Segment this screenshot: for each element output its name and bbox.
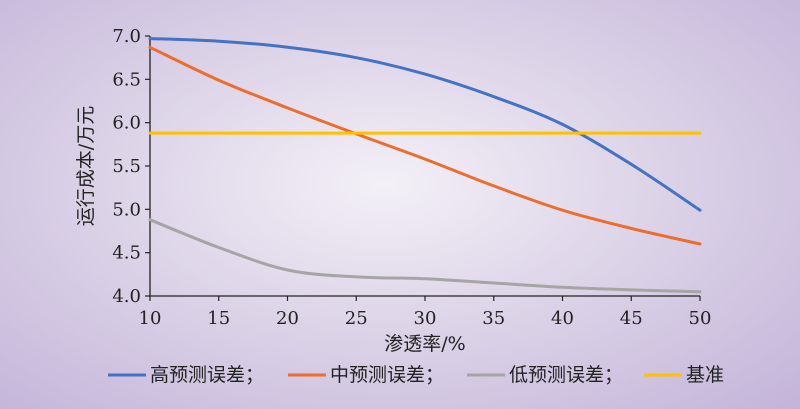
y-tick-group: 4.0 4.5 5.0 5.5 6.0 6.5 7.0 [112,26,150,307]
series-lines [148,37,702,294]
y-tick-label: 5.0 [112,199,141,220]
x-tick-label: 25 [345,308,368,329]
x-tick-group: 10 15 20 25 30 35 40 45 50 [139,296,712,329]
series-medium-error-line [148,45,702,246]
x-tick-label: 50 [689,308,712,329]
legend: 高预测误差； 中预测误差； 低预测误差； 基准 [108,364,724,386]
x-tick-label: 10 [139,308,162,329]
x-tick-label: 40 [551,308,574,329]
series-high-error-line [148,37,702,212]
y-tick-label: 6.0 [112,113,141,134]
y-tick-label: 5.5 [112,156,141,177]
y-tick-label: 4.5 [112,243,141,264]
y-tick-label: 6.5 [112,69,141,90]
y-tick-label: 7.0 [112,26,141,47]
x-tick-label: 45 [620,308,643,329]
y-tick-label: 4.0 [112,286,141,307]
x-tick-label: 15 [207,308,230,329]
series-low-error-line [148,218,702,294]
legend-label-medium-error: 中预测误差； [330,364,444,386]
x-tick-label: 30 [414,308,437,329]
x-tick-label: 20 [276,308,299,329]
legend-label-baseline: 基准 [686,364,724,386]
x-tick-label: 35 [482,308,505,329]
legend-label-low-error: 低预测误差； [509,364,623,386]
x-axis-title: 渗透率/% [384,333,465,355]
y-axis-title: 运行成本/万元 [75,106,97,226]
legend-label-high-error: 高预测误差； [150,364,264,386]
